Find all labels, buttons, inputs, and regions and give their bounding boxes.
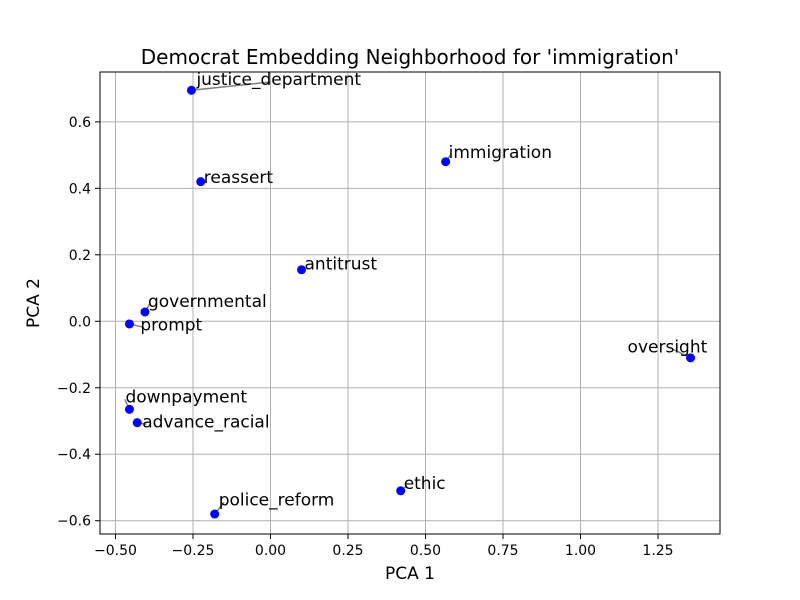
x-tick-label: 1.25 xyxy=(642,543,673,559)
x-axis-ticks: −0.50 −0.25 0.00 0.25 0.50 0.75 1.00 1.25 xyxy=(94,534,674,559)
point-label: prompt xyxy=(140,315,202,335)
data-point xyxy=(186,85,196,95)
data-point xyxy=(297,265,306,275)
y-tick-label: 0.0 xyxy=(69,314,91,330)
data-point xyxy=(686,353,696,363)
y-tick-label: 0.4 xyxy=(69,181,91,197)
data-point xyxy=(396,486,406,496)
x-tick-label: 1.00 xyxy=(565,543,596,559)
data-point xyxy=(124,319,134,329)
x-tick-label: 0.25 xyxy=(332,543,363,559)
data-point xyxy=(196,177,206,187)
point-label: ethic xyxy=(404,474,446,494)
leader-line xyxy=(191,81,271,92)
data-point xyxy=(140,307,150,317)
x-tick-label: −0.25 xyxy=(172,543,215,559)
y-tick-label: 0.2 xyxy=(69,248,91,264)
data-point xyxy=(132,418,142,428)
y-axis-ticks: −0.6 −0.4 −0.2 0.0 0.2 0.4 0.6 xyxy=(57,115,100,530)
data-point xyxy=(210,509,220,519)
data-point xyxy=(124,404,134,414)
x-tick-label: −0.50 xyxy=(94,543,137,559)
point-label: antitrust xyxy=(305,254,378,274)
x-tick-label: 0.75 xyxy=(487,543,518,559)
x-tick-label: 0.50 xyxy=(410,543,441,559)
data-point xyxy=(441,157,451,167)
chart-title: Democrat Embedding Neighborhood for 'imm… xyxy=(141,45,680,69)
y-tick-label: −0.2 xyxy=(57,381,91,397)
point-label: police_reform xyxy=(219,490,335,510)
x-tick-label: 0.00 xyxy=(255,543,286,559)
y-tick-label: −0.6 xyxy=(57,514,91,530)
y-tick-label: 0.6 xyxy=(69,115,91,131)
point-label: advance_racial xyxy=(142,412,269,432)
point-label: immigration xyxy=(449,143,552,163)
x-axis-label: PCA 1 xyxy=(385,564,435,584)
point-label: justice_department xyxy=(195,70,361,90)
plot-frame xyxy=(99,71,721,535)
grid-lines xyxy=(100,72,720,534)
point-label: downpayment xyxy=(125,387,247,407)
point-labels: justice_department immigration reassert ant… xyxy=(125,70,707,510)
point-label: governmental xyxy=(148,292,267,312)
data-points xyxy=(124,85,696,519)
y-axis-label: PCA 2 xyxy=(24,278,44,328)
point-label: reassert xyxy=(204,168,274,188)
point-label: oversight xyxy=(628,338,708,358)
y-tick-label: −0.4 xyxy=(57,447,91,463)
